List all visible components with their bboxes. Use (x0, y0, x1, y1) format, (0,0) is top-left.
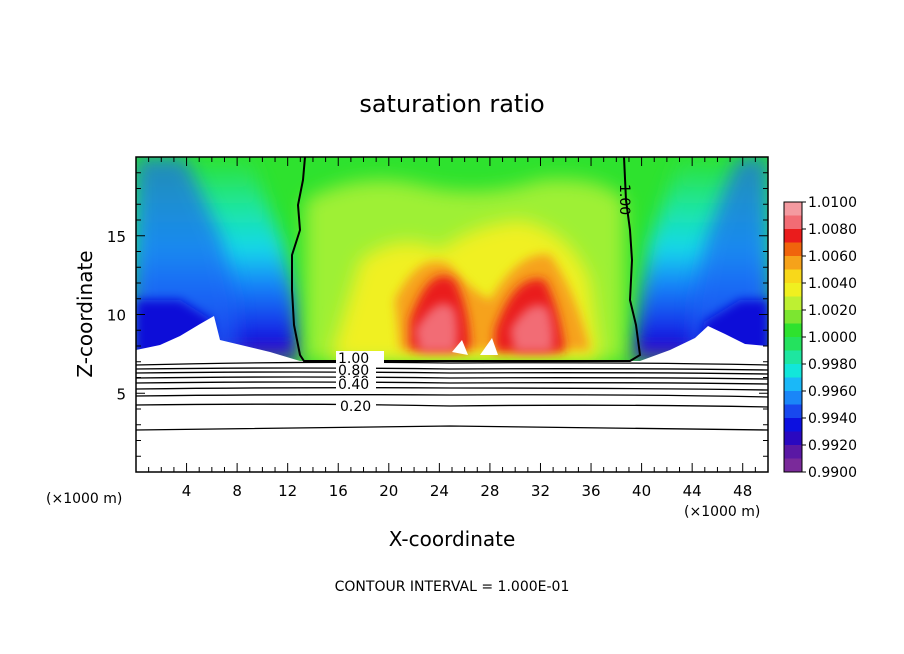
colorbar-swatch (784, 296, 802, 311)
colorbar: 1.0100 1.0080 1.0060 1.0040 1.0020 1.0000 0.99… (783, 195, 857, 481)
colorbar-label: 1.0060 (808, 249, 857, 265)
colorbar-swatch (784, 418, 802, 432)
contour-label-0.40: 0.40 (338, 377, 369, 393)
colorbar-swatch (784, 391, 802, 405)
colorbar-label: 0.9980 (808, 357, 857, 373)
colorbar-swatch (784, 337, 802, 351)
colorbar-swatch (784, 242, 802, 257)
colorbar-label: 0.9960 (808, 384, 857, 400)
x-unit-right: (×1000 m) (684, 504, 760, 520)
x-tick-label: 8 (232, 482, 242, 500)
contour-labels-lower: 1.00 0.80 0.60 0.40 0.20 (336, 351, 384, 415)
x-tick-label: 12 (278, 482, 297, 500)
colorbar-swatch (784, 377, 802, 392)
colorbar-swatch (784, 350, 802, 365)
colorbar-swatch (784, 283, 802, 297)
colorbar-label: 0.9920 (808, 438, 857, 454)
x-tick-label: 32 (531, 482, 550, 500)
contour-interval-note: CONTOUR INTERVAL = 1.000E-01 (335, 579, 570, 595)
x-axis: 4 8 12 16 20 24 28 32 36 40 44 48 (135, 157, 769, 500)
colorbar-label: 0.9940 (808, 411, 857, 427)
colorbar-swatch (784, 445, 802, 459)
x-tick-label: 48 (733, 482, 752, 500)
colorbar-swatch (784, 215, 802, 230)
y-axis-label: Z-coordinate (73, 250, 97, 377)
colorbar-swatch (784, 229, 802, 243)
colorbar-swatch (784, 323, 802, 338)
colorbar-label: 1.0040 (808, 276, 857, 292)
contour-label-top: 1.00 (616, 184, 632, 215)
colorbar-swatch (784, 269, 802, 284)
colorbar-label: 1.0100 (808, 195, 857, 211)
colorbar-swatch (784, 431, 802, 446)
x-tick-label: 40 (632, 482, 651, 500)
x-tick-label: 28 (480, 482, 499, 500)
contour-label-0.20: 0.20 (340, 399, 371, 415)
contour-line-1.00 (291, 156, 642, 362)
x-tick-label: 20 (379, 482, 398, 500)
y-tick-label: 5 (116, 385, 126, 403)
colorbar-label: 0.9900 (808, 465, 857, 481)
x-tick-label: 16 (329, 482, 348, 500)
x-tick-label: 44 (683, 482, 702, 500)
x-axis-label: X-coordinate (389, 527, 516, 551)
y-tick-label: 10 (107, 307, 126, 325)
contour-lines (135, 361, 769, 431)
heatmap-field (136, 157, 768, 361)
colorbar-swatch (784, 364, 802, 378)
colorbar-swatch (784, 202, 802, 216)
x-tick-label: 36 (581, 482, 600, 500)
chart-title: saturation ratio (359, 90, 544, 118)
colorbar-label: 1.0020 (808, 303, 857, 319)
colorbar-label: 1.0000 (808, 330, 857, 346)
colorbar-swatch (784, 404, 802, 419)
y-axis: 5 10 15 (107, 156, 768, 473)
colorbar-swatch (784, 458, 802, 473)
x-tick-label: 4 (182, 482, 192, 500)
contour-label-1.00: 1.00 (338, 351, 369, 367)
y-tick-label: 15 (107, 228, 126, 246)
colorbar-swatch (784, 256, 802, 270)
x-unit-left: (×1000 m) (46, 491, 122, 507)
colorbar-swatch (784, 310, 802, 324)
colorbar-label: 1.0080 (808, 222, 857, 238)
x-tick-label: 24 (430, 482, 449, 500)
